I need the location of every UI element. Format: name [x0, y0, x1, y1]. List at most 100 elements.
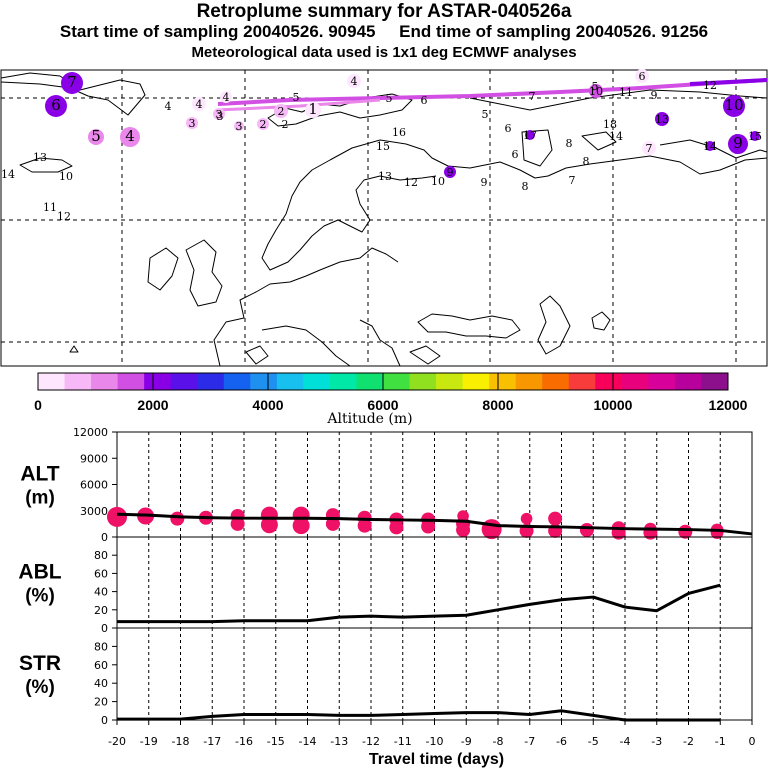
plume-day-label: 10: [724, 96, 743, 114]
plume-day-label: 4: [125, 127, 135, 145]
plume-day-label: 5: [482, 108, 489, 121]
colorbar-cell: [170, 373, 198, 390]
plume-marker: [728, 134, 748, 154]
colorbar-cell: [117, 373, 145, 390]
colorbar-tick-labels: 0 2000 4000 6000 8000 10000 12000: [34, 373, 748, 413]
panel-abl: 0 20 40 60 80 ABL(%): [18, 536, 753, 635]
series-line-abl: [117, 583, 721, 624]
colorbar-cell: [383, 373, 411, 390]
x-tick-label: -8: [493, 735, 504, 748]
plume-day-label: 3: [236, 120, 243, 133]
plume-day-label: 6: [639, 70, 646, 83]
plume-track-line: [689, 78, 768, 86]
y-tick-label: 0: [101, 531, 108, 544]
plume-day-label: 2: [278, 105, 285, 118]
y-tick-label: 6000: [80, 479, 108, 492]
altitude-colorbar: 0 2000 4000 6000 8000 10000 12000 Altitude (m): [34, 372, 748, 427]
x-tick-label: -12: [362, 735, 380, 748]
coastline-crete: [409, 345, 441, 365]
plume-marker: [723, 95, 745, 117]
coastline-aral: [591, 311, 611, 331]
x-tick-label: -9: [461, 735, 472, 748]
altitude-point: [292, 517, 310, 535]
plume-day-label: 8: [522, 180, 529, 193]
plume-day-label: 6: [51, 96, 61, 114]
plume-marker: [61, 72, 83, 94]
start-value: 20040526. 90945: [243, 22, 376, 41]
plume-day-label: 6: [512, 148, 519, 161]
coastline-east: [659, 139, 768, 159]
plume-markers: [45, 69, 760, 178]
coastline-ireland: [147, 247, 179, 291]
plume-marker: [192, 97, 206, 111]
altitude-point: [170, 511, 185, 526]
colorbar-cell: [197, 373, 225, 390]
plume-day-label: 13: [378, 170, 392, 183]
plume-marker: [655, 112, 669, 126]
plume-day-label: 2: [282, 118, 289, 131]
series-line-str: [117, 709, 721, 722]
coastline-sardinia: [245, 345, 269, 365]
colorbar-tick-label: 2000: [137, 397, 168, 413]
panel-ylabel: ALT: [20, 463, 59, 486]
plume-day-label: 8: [566, 137, 573, 150]
plume-marker: [642, 141, 656, 155]
altitude-point: [579, 523, 594, 537]
x-tick-label: -13: [330, 735, 348, 748]
colorbar-tick-label: 4000: [252, 397, 283, 413]
y-tick-label: 0: [101, 622, 108, 635]
coastline-arctic: [469, 89, 768, 111]
x-tick-label: -2: [683, 735, 694, 748]
plume-marker: [274, 104, 288, 118]
plume-day-label: 5: [91, 127, 101, 145]
colorbar-cell: [436, 373, 464, 390]
plume-day-label: 9: [733, 134, 743, 152]
panel-ylabel-unit: (%): [25, 586, 55, 607]
plume-day-label: 2: [260, 118, 267, 131]
time-series-panels: 030006000900012000ALT(m)020406080ABL(%)0…: [18, 426, 755, 768]
end-label: End time of sampling: [399, 22, 572, 41]
plume-marker: [220, 91, 232, 103]
colorbar-cell: [648, 373, 676, 390]
panel-ylabel-unit: (%): [25, 677, 55, 698]
plume-day-label: 12: [57, 210, 71, 223]
plume-day-label: 4: [223, 91, 230, 104]
plume-day-label: 14: [609, 130, 623, 143]
y-tick-label: 20: [94, 696, 108, 709]
y-tick-label: 80: [94, 640, 108, 653]
coastline-scandinavia: [261, 159, 437, 271]
plume-day-label: 5: [592, 80, 599, 93]
plume-day-label: 14: [1, 168, 15, 181]
plume-day-label: 4: [196, 98, 203, 111]
coastline-russia-north: [329, 139, 768, 179]
altitude-point: [456, 523, 471, 537]
colorbar-cell: [276, 373, 304, 390]
plume-day-label: 15: [376, 140, 390, 153]
coastline-iceland: [19, 157, 73, 173]
plume-day-label: 8: [583, 155, 590, 168]
chart-title: Retroplume summary for ASTAR-040526a: [196, 1, 572, 22]
plume-day-label: 7: [569, 174, 576, 187]
x-tick-label: -19: [140, 735, 158, 748]
colorbar-tick-label: 0: [34, 397, 42, 413]
plume-marker: [705, 141, 715, 151]
colorbar-tick-label: 8000: [482, 397, 513, 413]
colorbar-cell: [303, 373, 331, 390]
plume-day-label: 12: [703, 79, 717, 92]
plume-marker: [213, 108, 225, 120]
plume-track-line: [217, 78, 768, 106]
colorbar-cell: [356, 373, 384, 390]
plume-marker: [88, 129, 104, 145]
x-tick-label: -16: [235, 735, 253, 748]
plume-track: [217, 78, 768, 112]
colorbar-cell: [462, 373, 490, 390]
plume-day-label: 18: [603, 118, 617, 131]
colorbar-tick-label: 12000: [709, 397, 748, 413]
x-axis-label: Travel time (days): [369, 751, 504, 768]
plume-day-label: 15: [748, 130, 762, 143]
colorbar-cell: [91, 373, 119, 390]
plume-day-label: 1: [308, 100, 318, 118]
coastline-adriatic: [359, 319, 401, 367]
